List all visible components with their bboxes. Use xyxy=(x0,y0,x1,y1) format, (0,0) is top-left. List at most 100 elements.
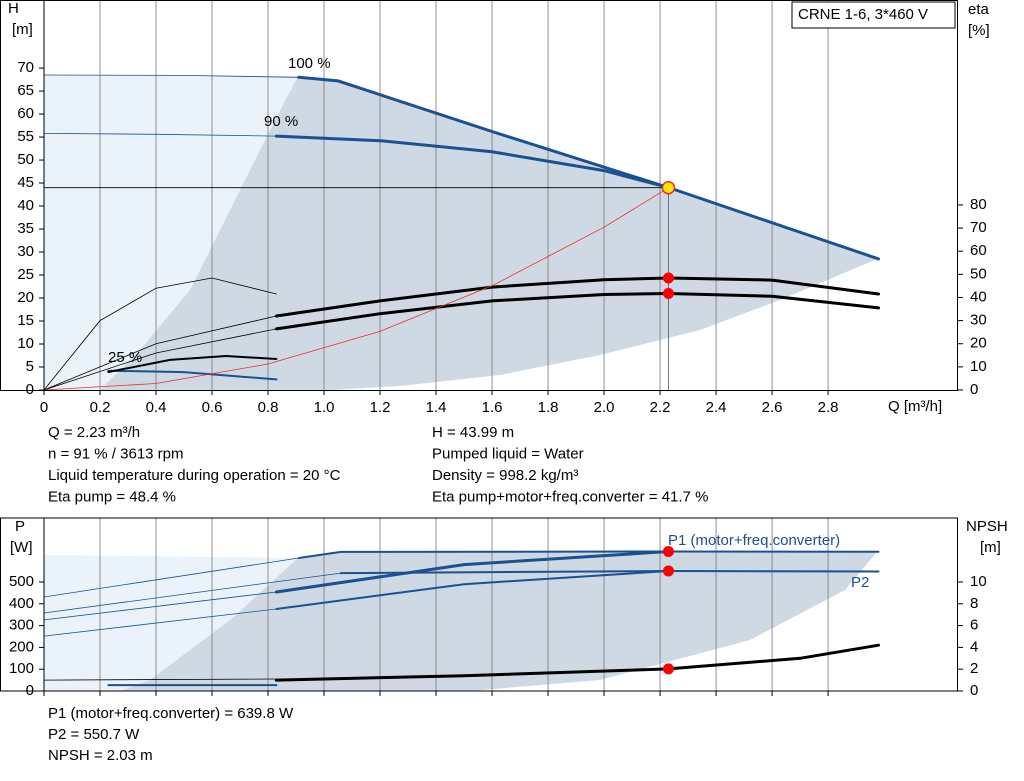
y-tick-label: 0 xyxy=(26,682,34,699)
curve xyxy=(43,74,300,78)
y-label: P xyxy=(15,518,25,535)
curve xyxy=(43,608,277,637)
info-line: n = 91 % / 3613 rpm xyxy=(48,445,184,462)
light-region xyxy=(44,555,298,691)
info-line: Pumped liquid = Water xyxy=(432,445,584,462)
curve xyxy=(275,570,670,610)
y2-label: [%] xyxy=(968,22,990,39)
y-tick-label: 45 xyxy=(17,174,34,191)
curve xyxy=(43,277,277,391)
curve xyxy=(107,354,278,373)
curve xyxy=(297,75,880,261)
plot-frame xyxy=(0,517,958,692)
x-label: Q [m³/h] xyxy=(888,398,942,415)
x-tick-label: 0.4 xyxy=(146,399,167,416)
operating-point xyxy=(662,272,674,284)
x-tick-label: 1.0 xyxy=(314,399,335,416)
y-tick-label: 65 xyxy=(17,82,34,99)
operating-point xyxy=(662,288,674,300)
title-box xyxy=(791,1,956,29)
y2-tick-label: 10 xyxy=(970,573,987,590)
y-tick-label: 100 xyxy=(9,660,34,677)
curve-label: P1 (motor+freq.converter) xyxy=(668,532,840,549)
x-tick-label: 1.2 xyxy=(370,399,391,416)
y2-label: eta xyxy=(968,1,990,18)
curve xyxy=(43,572,342,614)
y-tick-label: 60 xyxy=(17,105,34,122)
operating-point xyxy=(662,546,674,558)
curve-label: 25 % xyxy=(108,349,142,366)
y-tick-label: 20 xyxy=(17,289,34,306)
y2-tick-label: 8 xyxy=(970,595,978,612)
curve-label: 100 % xyxy=(288,55,331,72)
x-tick-label: 1.4 xyxy=(426,399,447,416)
y2-tick-label: 2 xyxy=(970,660,978,677)
x-tick-label: 0 xyxy=(40,399,48,416)
info-line: H = 43.99 m xyxy=(432,424,514,441)
y-tick-label: 400 xyxy=(9,595,34,612)
y2-label: NPSH xyxy=(966,518,1008,535)
x-tick-label: 2.8 xyxy=(818,399,839,416)
x-tick-label: 1.6 xyxy=(482,399,503,416)
y-label: H xyxy=(8,0,19,17)
y-tick-label: 0 xyxy=(26,381,34,398)
curve xyxy=(297,550,880,559)
y2-tick-label: 40 xyxy=(970,288,987,305)
y-tick-label: 10 xyxy=(17,335,34,352)
curve xyxy=(43,557,300,598)
x-tick-label: 0.6 xyxy=(202,399,223,416)
y-label: [m] xyxy=(12,21,33,38)
y2-tick-label: 0 xyxy=(970,381,978,398)
y-tick-label: 50 xyxy=(17,151,34,168)
curve xyxy=(274,134,670,190)
info-line: Density = 998.2 kg/m³ xyxy=(432,467,578,484)
info-line: Eta pump = 48.4 % xyxy=(48,488,176,505)
x-tick-label: 1.8 xyxy=(538,399,559,416)
y-tick-label: 30 xyxy=(17,243,34,260)
info-text: Q = 2.23 m³/h n = 91 % / 3613 rpm Liquid t… xyxy=(48,424,708,764)
x-tick-label: 2.0 xyxy=(594,399,615,416)
curve xyxy=(43,328,277,391)
y-tick-label: 300 xyxy=(9,617,34,634)
curve xyxy=(274,550,670,594)
info-line: P1 (motor+freq.converter) = 639.8 W xyxy=(48,705,294,722)
curve xyxy=(274,291,880,331)
curve xyxy=(107,369,278,381)
y2-label: [m] xyxy=(980,539,1001,556)
y-tick-label: 55 xyxy=(17,128,34,145)
info-line: Eta pump+motor+freq.converter = 41.7 % xyxy=(432,488,708,505)
curve xyxy=(43,591,277,621)
y2-tick-label: 10 xyxy=(970,358,987,375)
y-tick-label: 35 xyxy=(17,220,34,237)
y-tick-label: 70 xyxy=(17,59,34,76)
info-line: P2 = 550.7 W xyxy=(48,726,140,743)
x-tick-label: 2.6 xyxy=(762,399,783,416)
curve-label: P2 xyxy=(851,574,869,591)
curve xyxy=(43,133,277,137)
y2-tick-label: 0 xyxy=(970,682,978,699)
y2-tick-label: 70 xyxy=(970,219,987,236)
y-tick-label: 15 xyxy=(17,312,34,329)
y2-tick-label: 30 xyxy=(970,312,987,329)
info-line: Q = 2.23 m³/h xyxy=(48,424,140,441)
y-tick-label: 40 xyxy=(17,197,34,214)
y-label: [W] xyxy=(10,539,33,556)
y2-tick-label: 4 xyxy=(970,638,978,655)
curve xyxy=(43,187,669,391)
y-tick-label: 500 xyxy=(9,573,34,590)
y2-tick-label: 20 xyxy=(970,335,987,352)
chart-title: CRNE 1-6, 3*460 V xyxy=(798,6,928,23)
y2-tick-label: 80 xyxy=(970,196,987,213)
x-tick-label: 0.2 xyxy=(90,399,111,416)
y-tick-label: 5 xyxy=(26,358,34,375)
light-region xyxy=(44,75,298,390)
curve xyxy=(43,315,277,391)
curve xyxy=(43,678,277,681)
y-tick-label: 200 xyxy=(9,638,34,655)
chart-layer: 0 0.2 0.4 0.6 0.8 1.0 1.2 1.4 1.6 1.8 2.0 2.2 2.4 2.6… xyxy=(9,0,987,699)
plot-frame xyxy=(0,0,958,391)
y2-tick-label: 60 xyxy=(970,242,987,259)
y-tick-label: 25 xyxy=(17,266,34,283)
operating-point xyxy=(662,565,674,577)
x-tick-label: 2.2 xyxy=(650,399,671,416)
